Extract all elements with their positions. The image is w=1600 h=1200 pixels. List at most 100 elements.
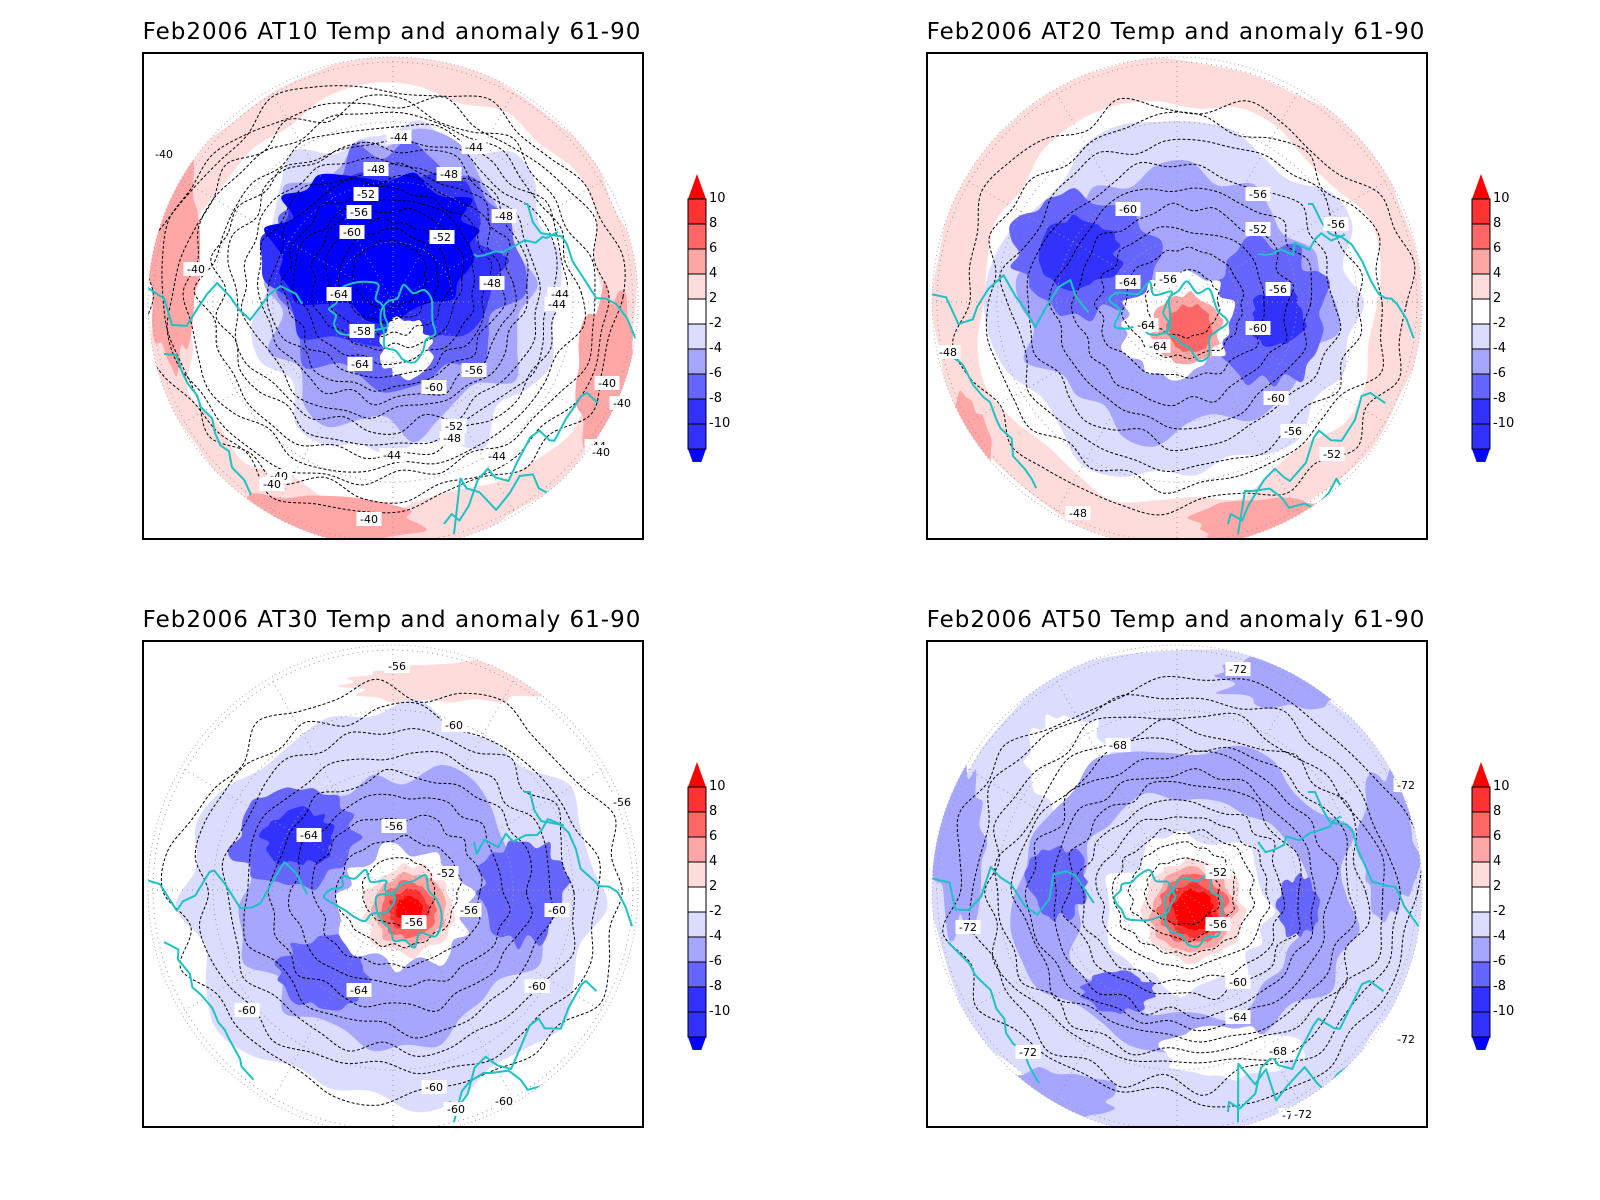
panel-at30: Feb2006 AT30 Temp and anomaly 61-90 -56 -…	[142, 605, 762, 1145]
coastline-greenland	[379, 283, 437, 364]
meridian-line	[270, 677, 394, 891]
coastline-baffin	[322, 868, 397, 923]
contour-label-text: -48	[483, 277, 501, 290]
map-canvas: -56-60-56-64-56-52-56-56-60-60-64-60-60-…	[147, 644, 639, 1126]
contour-label-text: -40	[592, 446, 610, 459]
coastline-siberia	[473, 231, 559, 258]
colorbar-tick-label: -6	[709, 954, 722, 969]
colorbar-swatch--6_-4	[688, 349, 706, 374]
coastline-europe	[443, 391, 599, 525]
meridian-line	[392, 677, 516, 891]
contour-label-text: -56	[350, 206, 368, 219]
colorbar-tick-label: 6	[1493, 829, 1502, 844]
meridian-line	[180, 767, 394, 891]
coastline-baffin	[1113, 868, 1177, 922]
colorbar-swatch-4_6	[688, 249, 706, 274]
contour-line	[1010, 737, 1357, 1043]
colorbar-tick-label: 10	[1493, 779, 1510, 794]
colorbar-swatch-4_6	[1472, 837, 1490, 862]
contour-label-text: -60	[495, 1095, 513, 1108]
contour-label: -44	[386, 130, 412, 144]
contour-label-text: -60	[447, 1103, 465, 1116]
contour-line	[1143, 857, 1221, 925]
meridian-line	[1176, 677, 1300, 891]
contour-line	[1112, 827, 1256, 957]
colorbar-swatch--2_2	[1472, 887, 1490, 912]
contour-label-text: -48	[1069, 507, 1087, 520]
contour-label: -60	[421, 380, 447, 394]
anomaly-region--2_2	[1158, 1025, 1306, 1081]
contour-label-text: -64	[1137, 319, 1155, 332]
contour-label: -72	[1290, 1107, 1316, 1121]
colorbar-swatch-6_8	[1472, 224, 1490, 249]
contour-line	[337, 227, 440, 324]
anomaly-region-lt_-10	[264, 172, 480, 324]
colorbar-swatch-8_10	[688, 199, 706, 224]
meridian-line	[392, 89, 516, 303]
contour-label: -56	[461, 363, 487, 377]
coastline-greenland	[374, 874, 443, 949]
contour-label: -64	[1225, 1010, 1251, 1024]
anomaly-region--8_-6	[475, 840, 571, 950]
contour-label: -40	[183, 262, 209, 276]
colorbar-tick-label: 4	[709, 854, 718, 869]
colorbar-swatch--6_-4	[1472, 937, 1490, 962]
colorbar-tick-label: 4	[1493, 266, 1502, 281]
colorbar-swatch-6_8	[1472, 812, 1490, 837]
colorbar-tick-label: 10	[709, 191, 726, 206]
contour-label-text: -40	[613, 397, 631, 410]
meridian-line	[1054, 89, 1178, 303]
contour-label-text: -56	[1159, 273, 1177, 286]
map-canvas: -40-44-44-48 -48-52-56-60 -52-48-40-48-64-…	[147, 56, 639, 538]
meridian-line	[1054, 677, 1178, 891]
contour-label-text: -58	[353, 325, 371, 338]
contour-label: -52	[1319, 447, 1345, 461]
colorbar-swatch--2_2	[688, 887, 706, 912]
contour-label-text: -40	[155, 148, 173, 161]
contour-labels: -56-60-56-64-56-52-56-56-60-60-64-60-60-…	[234, 659, 635, 1116]
contour-label-text: -48	[367, 163, 385, 176]
meridian-line	[964, 889, 1178, 1013]
contour-label-text: -44	[548, 298, 566, 311]
contour-label-text: -44	[465, 141, 483, 154]
contour-label: -60	[1115, 202, 1141, 216]
contour-label: -56	[346, 205, 372, 219]
colorbar-swatch-2_4	[688, 862, 706, 887]
meridian-line	[392, 301, 516, 515]
contour-label: -60	[339, 225, 365, 239]
coastline-siberia	[1257, 232, 1346, 256]
colorbar: 10 8 6 4 2 -2 -4 -6 -8 -10	[687, 760, 777, 1050]
polar-map: -56 -60 -56 -64 -56 -52 -56 -56 -60 -60 -64 -60 -60-…	[142, 640, 644, 1128]
temperature-contours	[148, 85, 626, 514]
colorbar-tick-label: -4	[1493, 341, 1506, 356]
meridian-line	[1054, 889, 1178, 1103]
contour-label: -40	[594, 376, 620, 390]
colorbar-tick-label: -6	[1493, 954, 1506, 969]
contour-line	[267, 768, 533, 1012]
map-canvas: -72-68-72-52-72-56-60-64-72-68-72-72-72	[931, 644, 1423, 1126]
colorbar-swatch--10_-8-b	[688, 424, 706, 449]
contour-label-text: -52	[445, 420, 463, 433]
colorbar-swatch--2_2	[688, 299, 706, 324]
colorbar-swatch--10_-8	[1472, 399, 1490, 424]
contour-line	[985, 111, 1384, 494]
contour-line	[227, 141, 541, 435]
coastline-europe	[443, 979, 598, 1113]
contour-label: -68	[1265, 1044, 1291, 1058]
contour-label-text: -68	[1269, 1045, 1287, 1058]
colorbar-swatch--4_-2	[1472, 912, 1490, 937]
contour-label-text: -52	[1209, 866, 1227, 879]
panel-at50: Feb2006 AT50 Temp and anomaly 61-90 -72 -…	[926, 605, 1546, 1145]
colorbar-strip	[687, 174, 707, 462]
polar-map: -40 -44 -44 -48 -48 -52 -56 -60 -52 -48 -40 -48 -64-…	[142, 52, 644, 540]
panel-title: Feb2006 AT20 Temp and anomaly 61-90	[926, 19, 1426, 45]
colorbar-extend-min	[688, 449, 706, 462]
panel-at10: Feb2006 AT10 Temp and anomaly 61-90 -40 -…	[142, 17, 762, 557]
contour-line	[1121, 246, 1245, 360]
coastline-asia	[524, 791, 634, 927]
contour-line	[266, 175, 506, 392]
contour-label: -44	[461, 140, 487, 154]
meridian-line	[1176, 889, 1390, 1013]
coastline-north-america	[932, 866, 1095, 916]
colorbar-tick-label: 8	[1493, 804, 1502, 819]
